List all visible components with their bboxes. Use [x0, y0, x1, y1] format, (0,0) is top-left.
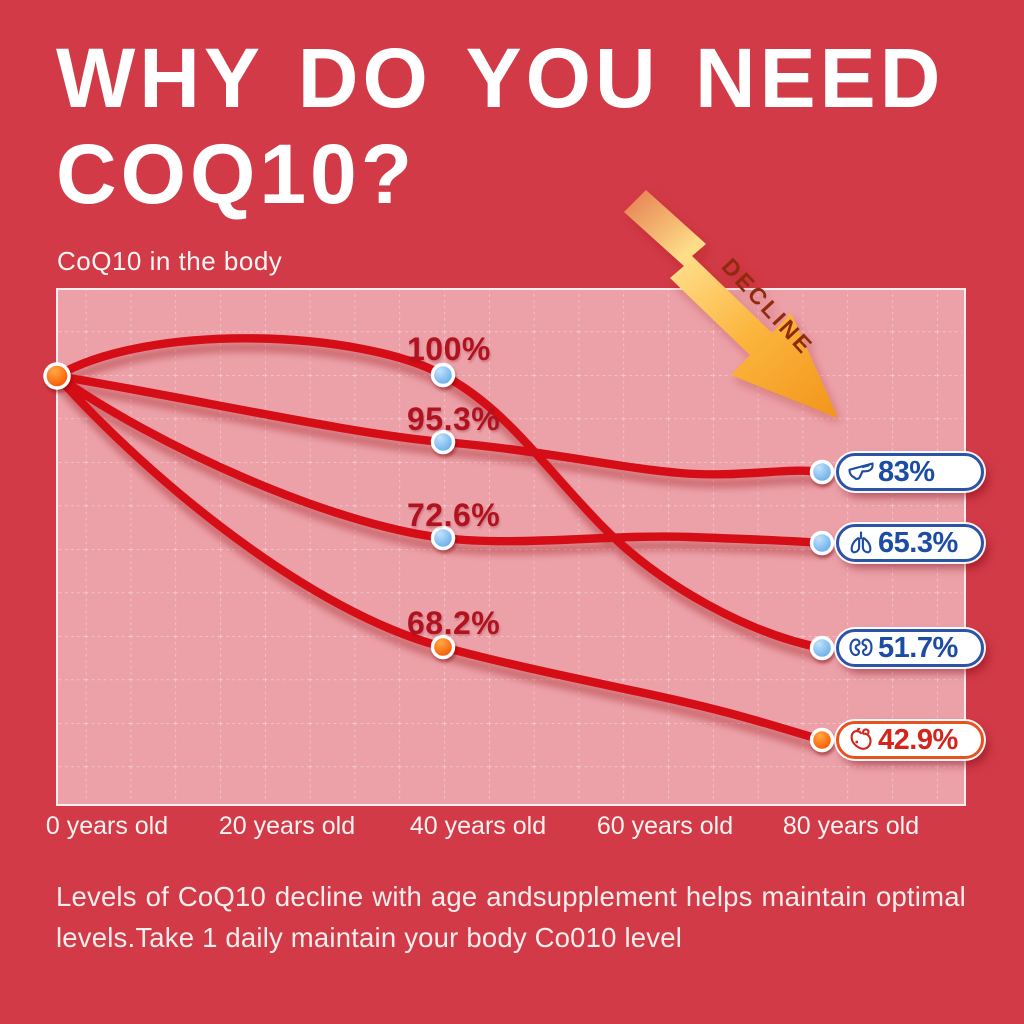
- data-points: [43, 362, 835, 753]
- heart-icon: [850, 727, 872, 750]
- x-axis-label-60: 60 years old: [596, 812, 734, 840]
- title-line-2: COQ10?: [56, 127, 417, 221]
- lungs-icon: [850, 531, 872, 554]
- x-axis-label-20: 20 years old: [218, 812, 356, 840]
- curve-liver: [52, 371, 827, 479]
- x-axis-label-40: 40 years old: [409, 812, 547, 840]
- point-80yr-liver: [809, 459, 835, 485]
- title-line-1: WHY DO YOU NEED: [56, 31, 945, 125]
- end-label-kidneys-value: 51.7%: [878, 631, 958, 664]
- chart-caption: CoQ10 in the body: [57, 246, 283, 276]
- point-40yr-68: [430, 634, 456, 660]
- point-80yr-heart: [809, 727, 835, 753]
- end-label-kidneys: 51.7%: [836, 629, 984, 667]
- end-label-heart: 42.9%: [836, 721, 984, 759]
- value-label-72: 72.6%: [407, 497, 501, 533]
- point-40yr-95: [430, 429, 456, 455]
- curve-heart: [52, 371, 827, 745]
- end-label-heart-value: 42.9%: [878, 723, 958, 756]
- value-label-100: 100%: [407, 331, 491, 367]
- kidneys-icon: [849, 638, 873, 657]
- value-label-95: 95.3%: [407, 401, 501, 437]
- x-axis-label-0: 0 years old: [45, 812, 169, 840]
- decline-arrow-shape: [624, 190, 838, 418]
- point-40yr-72: [430, 525, 456, 551]
- liver-icon: [848, 462, 874, 480]
- end-label-lungs: 65.3%: [836, 524, 984, 562]
- point-80yr-lungs: [809, 530, 835, 556]
- value-label-68: 68.2%: [407, 605, 501, 641]
- curve-lungs: [52, 371, 827, 548]
- curve-kidneys: [52, 334, 827, 653]
- end-label-lungs-value: 65.3%: [878, 526, 958, 559]
- start-point: [43, 362, 71, 390]
- x-axis-label-80: 80 years old: [782, 812, 920, 840]
- end-label-liver-value: 83%: [878, 455, 935, 488]
- point-80yr-kidneys: [809, 635, 835, 661]
- point-40yr-100: [430, 362, 456, 388]
- end-label-liver: 83%: [836, 453, 984, 491]
- footer-text: Levels of CoQ10 decline with age andsupp…: [56, 881, 966, 953]
- decline-curves: [52, 334, 827, 745]
- page-title: WHY DO YOU NEED COQ10?: [56, 30, 944, 222]
